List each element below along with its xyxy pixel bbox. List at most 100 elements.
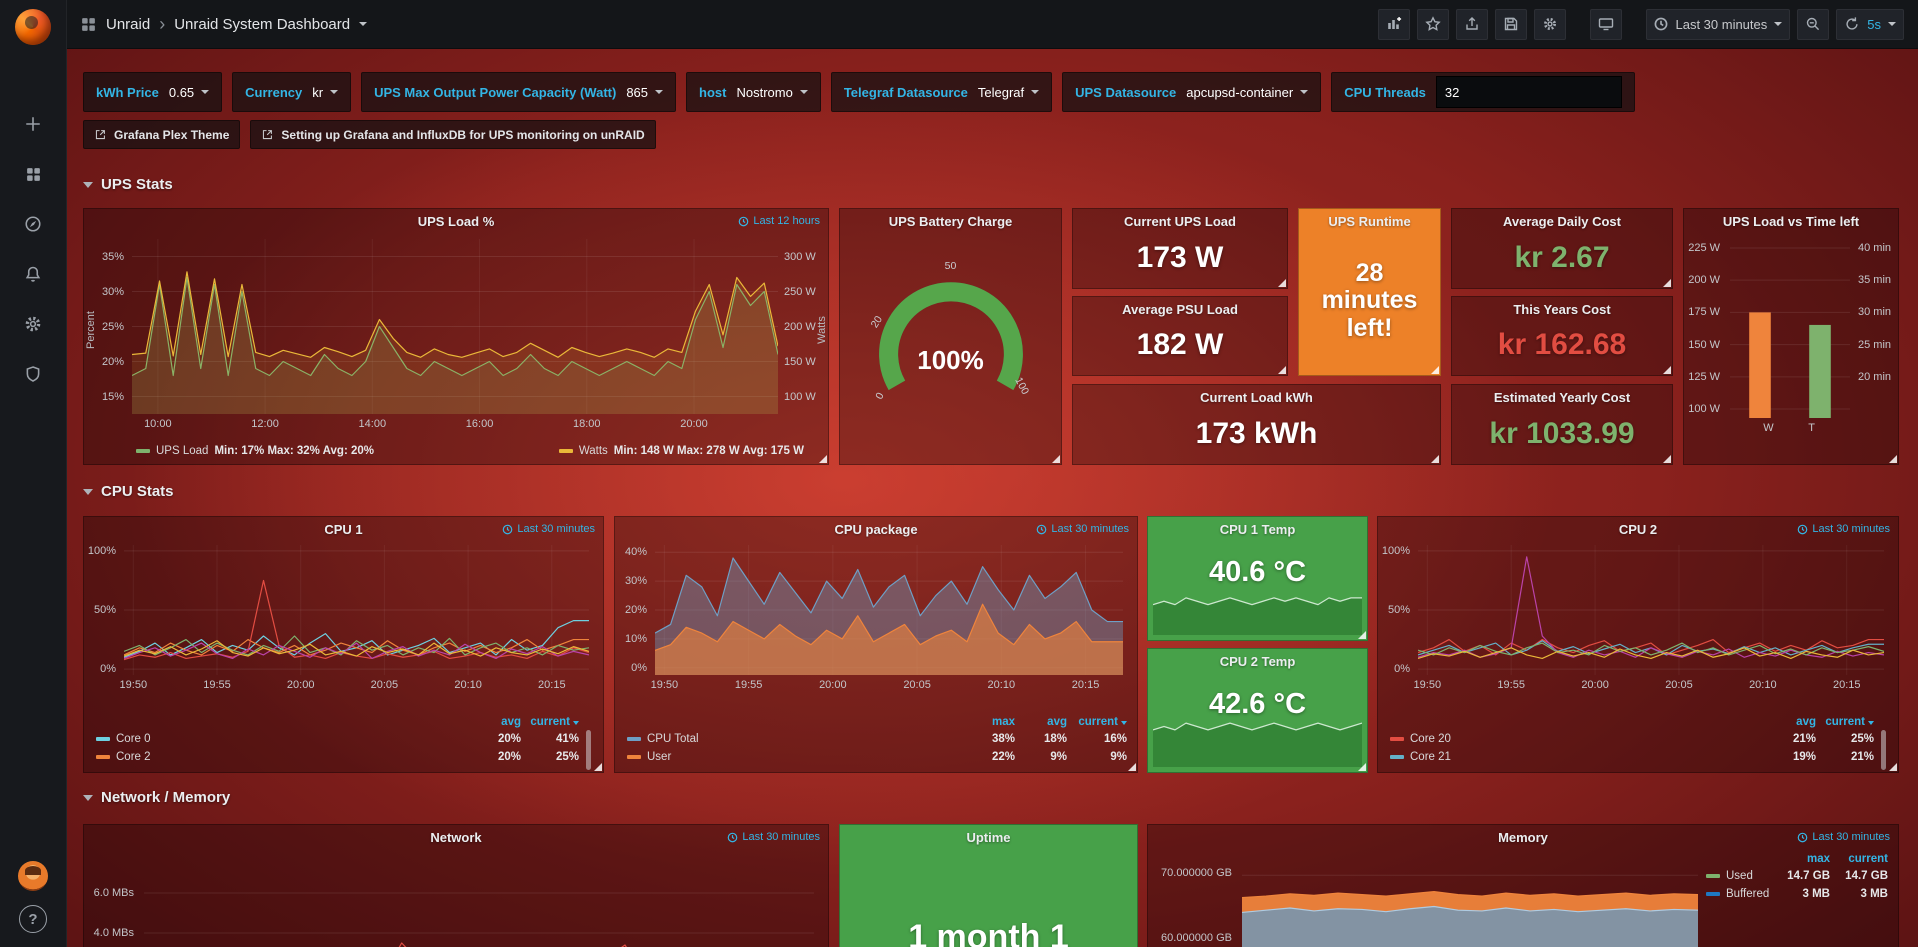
alerting-icon[interactable] xyxy=(0,254,66,294)
panel-title[interactable]: UPS Load vs Time left xyxy=(1722,214,1860,229)
panel-title[interactable]: CPU 1 Temp xyxy=(1219,522,1296,537)
variable-value[interactable]: apcupsd-container xyxy=(1186,85,1309,100)
variable-kwh-price[interactable]: kWh Price 0.65 xyxy=(83,72,223,112)
series-name[interactable]: CPU Total xyxy=(647,733,699,745)
panel-title[interactable]: CPU 2 xyxy=(1618,522,1658,537)
clock-icon xyxy=(1798,524,1808,534)
panel-time-range[interactable]: Last 12 hours xyxy=(738,215,820,227)
dashboard-settings-button[interactable] xyxy=(1534,8,1567,40)
series-name[interactable]: Core 2 xyxy=(116,751,151,763)
panel-title[interactable]: Uptime xyxy=(966,830,1011,845)
share-button[interactable] xyxy=(1456,8,1489,40)
variable-value[interactable]: 0.65 xyxy=(169,85,210,100)
memory-chart[interactable] xyxy=(1242,853,1698,947)
variable-value[interactable]: Telegraf xyxy=(978,85,1040,100)
panel-time-range[interactable]: Last 30 minutes xyxy=(727,831,820,843)
legend-col-max[interactable]: max xyxy=(1806,853,1830,865)
panel-title[interactable]: Average Daily Cost xyxy=(1502,214,1621,229)
series-name[interactable]: UPS Load xyxy=(156,445,209,457)
share-icon xyxy=(1466,17,1479,30)
panel-title[interactable]: This Years Cost xyxy=(1513,302,1611,317)
refresh-caret-icon[interactable] xyxy=(1888,22,1896,26)
refresh-button[interactable]: 5s xyxy=(1836,8,1904,40)
legend-scrollbar[interactable] xyxy=(586,730,591,770)
save-button[interactable] xyxy=(1495,8,1528,40)
section-network-memory[interactable]: Network / Memory xyxy=(83,789,230,806)
panel-title[interactable]: Network xyxy=(430,830,482,845)
refresh-interval-label[interactable]: 5s xyxy=(1867,16,1881,32)
star-button[interactable] xyxy=(1417,8,1450,40)
panel-time-range[interactable]: Last 30 minutes xyxy=(1797,831,1890,843)
time-range-picker[interactable]: Last 30 minutes xyxy=(1646,8,1791,40)
ups-load-chart[interactable] xyxy=(132,239,778,414)
series-name[interactable]: Watts xyxy=(578,445,608,457)
panel-time-range[interactable]: Last 30 minutes xyxy=(1036,523,1129,535)
variable-currency[interactable]: Currency kr xyxy=(232,72,352,112)
link-grafana-plex-theme[interactable]: Grafana Plex Theme xyxy=(83,120,241,149)
panel-title[interactable]: CPU 1 xyxy=(324,522,363,537)
cpu-package-chart[interactable] xyxy=(655,545,1123,675)
legend-col-current[interactable]: current xyxy=(1816,716,1874,728)
dashboards-icon[interactable] xyxy=(0,154,66,194)
variable-ups-max-output[interactable]: UPS Max Output Power Capacity (Watt) 865 xyxy=(361,72,677,112)
variable-host[interactable]: host Nostromo xyxy=(686,72,821,112)
legend-col-current[interactable]: current xyxy=(521,716,579,728)
series-name[interactable]: Buffered xyxy=(1726,888,1770,900)
cpu2-chart[interactable] xyxy=(1418,545,1884,675)
panel-title[interactable]: UPS Runtime xyxy=(1328,214,1411,229)
variable-telegraf-datasource[interactable]: Telegraf Datasource Telegraf xyxy=(830,72,1053,112)
series-name[interactable]: Core 20 xyxy=(1410,733,1451,745)
legend-col-avg[interactable]: avg xyxy=(501,716,521,728)
configuration-icon[interactable] xyxy=(0,304,66,344)
dashboard-title[interactable]: Unraid System Dashboard xyxy=(174,15,351,33)
variable-ups-datasource[interactable]: UPS Datasource apcupsd-container xyxy=(1062,72,1322,112)
panel-title[interactable]: CPU package xyxy=(834,522,918,537)
section-cpu-stats[interactable]: CPU Stats xyxy=(83,483,174,500)
series-name[interactable]: Core 21 xyxy=(1410,751,1451,763)
panel-title[interactable]: UPS Load % xyxy=(417,214,495,229)
network-chart[interactable] xyxy=(144,853,814,947)
add-panel-button[interactable] xyxy=(1378,8,1411,40)
panel-title[interactable]: UPS Battery Charge xyxy=(888,214,1013,229)
cycle-view-button[interactable] xyxy=(1590,8,1623,40)
series-name[interactable]: Used xyxy=(1726,870,1753,882)
grafana-logo[interactable] xyxy=(15,9,51,45)
panel-title[interactable]: CPU 2 Temp xyxy=(1219,654,1296,669)
variable-value[interactable]: 865 xyxy=(626,85,664,100)
panel-title[interactable]: Current UPS Load xyxy=(1124,214,1236,229)
legend-col-max[interactable]: max xyxy=(991,716,1015,728)
panel-time-range[interactable]: Last 30 minutes xyxy=(502,523,595,535)
series-name[interactable]: User xyxy=(647,751,672,763)
panel-time-range[interactable]: Last 30 minutes xyxy=(1797,523,1890,535)
variable-value[interactable]: kr xyxy=(312,85,339,100)
explore-icon[interactable] xyxy=(0,204,66,244)
ups-bar-chart[interactable] xyxy=(1730,239,1850,418)
panel-title[interactable]: Current Load kWh xyxy=(1200,390,1313,405)
dashboard-caret-icon[interactable] xyxy=(359,22,368,26)
section-ups-stats[interactable]: UPS Stats xyxy=(83,176,173,193)
ytick: 20 min xyxy=(1858,370,1892,383)
link-ups-monitoring-guide[interactable]: Setting up Grafana and InfluxDB for UPS … xyxy=(250,120,656,149)
panel-title[interactable]: Estimated Yearly Cost xyxy=(1493,390,1631,405)
legend-col-current[interactable]: current xyxy=(1848,853,1888,865)
breadcrumb-app[interactable]: Unraid xyxy=(106,15,151,33)
legend-col-avg[interactable]: avg xyxy=(1796,716,1816,728)
cpu-threads-input[interactable] xyxy=(1435,76,1622,108)
help-icon[interactable]: ? xyxy=(19,905,47,933)
apps-grid-icon xyxy=(82,17,95,31)
panel-title[interactable]: Memory xyxy=(1498,830,1548,845)
legend-col-avg[interactable]: avg xyxy=(1047,716,1067,728)
sort-caret-icon xyxy=(573,721,579,725)
panel-title[interactable]: Average PSU Load xyxy=(1122,302,1238,317)
zoom-out-time-button[interactable] xyxy=(1797,8,1830,40)
variable-cpu-threads[interactable]: CPU Threads xyxy=(1331,72,1635,112)
variable-value[interactable]: Nostromo xyxy=(736,85,808,100)
cpu1-chart[interactable] xyxy=(124,545,589,675)
series-name[interactable]: Core 0 xyxy=(116,733,151,745)
create-icon[interactable] xyxy=(0,104,66,144)
server-admin-icon[interactable] xyxy=(0,354,66,394)
legend-scrollbar[interactable] xyxy=(1881,730,1886,770)
legend-col-current[interactable]: current xyxy=(1067,716,1127,728)
battery-gauge[interactable]: 100% 0 20 50 100 xyxy=(863,260,1039,420)
avatar[interactable] xyxy=(18,861,48,891)
